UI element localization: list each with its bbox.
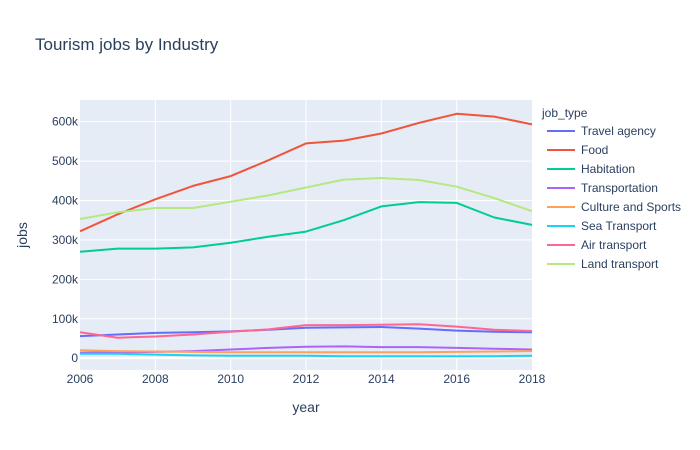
y-tick-label: 100k <box>52 312 79 326</box>
legend-title: job_type <box>541 106 588 120</box>
series-line-habitation <box>79 201 533 253</box>
legend-item-food[interactable]: Food <box>547 143 608 157</box>
x-tick-label: 2006 <box>67 372 94 386</box>
y-tick-label: 600k <box>52 115 79 129</box>
series-line-air-transport <box>79 323 533 339</box>
legend-item-travel-agency[interactable]: Travel agency <box>547 124 656 138</box>
legend-label: Food <box>581 143 608 157</box>
chart-title: Tourism jobs by Industry <box>35 35 219 54</box>
x-axis-title: year <box>292 399 320 415</box>
y-tick-label: 200k <box>52 272 79 286</box>
legend-item-sea-transport[interactable]: Sea Transport <box>547 219 657 233</box>
legend-label: Habitation <box>581 162 635 176</box>
legend-item-land-transport[interactable]: Land transport <box>547 257 659 271</box>
x-tick-label: 2010 <box>217 372 244 386</box>
x-tick-label: 2018 <box>519 372 546 386</box>
legend-item-habitation[interactable]: Habitation <box>547 162 635 176</box>
legend-label: Air transport <box>581 238 647 252</box>
y-tick-label: 300k <box>52 233 79 247</box>
legend[interactable]: job_type Travel agency Food Habitation Tran… <box>541 106 681 271</box>
series-line-food <box>79 112 533 233</box>
legend-label: Travel agency <box>581 124 656 138</box>
grid <box>80 100 532 370</box>
legend-label: Sea Transport <box>581 219 657 233</box>
x-axis-ticks: 2006 2008 2010 2012 2014 2016 2018 <box>67 372 546 386</box>
legend-item-culture-and-sports[interactable]: Culture and Sports <box>547 200 681 214</box>
legend-item-air-transport[interactable]: Air transport <box>547 238 647 252</box>
series-line-land-transport <box>79 177 533 220</box>
legend-label: Land transport <box>581 257 659 271</box>
series-line-sea-transport <box>80 352 533 358</box>
x-tick-label: 2008 <box>142 372 169 386</box>
y-axis-title: jobs <box>14 222 30 249</box>
x-tick-label: 2012 <box>293 372 320 386</box>
series-line-culture-and-sports <box>79 349 533 354</box>
x-tick-label: 2016 <box>443 372 470 386</box>
y-tick-label: 500k <box>52 154 79 168</box>
series-lines <box>79 112 533 358</box>
x-tick-label: 2014 <box>368 372 395 386</box>
y-tick-label: 400k <box>52 194 79 208</box>
legend-label: Transportation <box>581 181 658 195</box>
legend-label: Culture and Sports <box>581 200 681 214</box>
y-tick-label: 0 <box>71 351 78 365</box>
legend-item-transportation[interactable]: Transportation <box>547 181 658 195</box>
y-axis-ticks: 0 100k 200k 300k 400k 500k 600k <box>52 115 79 365</box>
series-line-travel-agency <box>79 326 533 338</box>
